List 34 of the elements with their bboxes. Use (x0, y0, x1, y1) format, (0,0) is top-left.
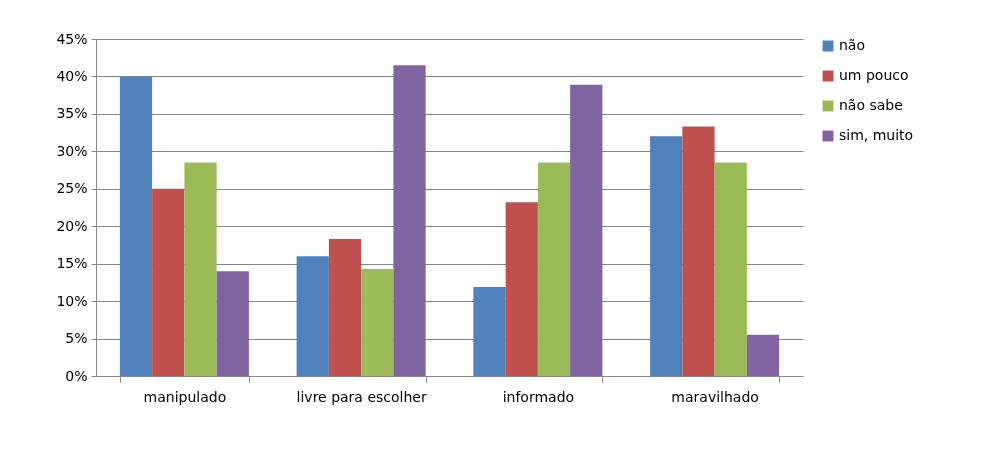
y-tick-label: 25% (56, 180, 88, 197)
bar (216, 271, 249, 376)
bar (473, 286, 506, 376)
bar (714, 162, 747, 376)
legend-label: um pouco (839, 67, 909, 83)
y-tick-label: 20% (56, 217, 88, 234)
bar (682, 126, 715, 376)
x-tick-label: livre para escolher (296, 388, 427, 405)
y-tick-label: 35% (56, 105, 88, 122)
y-tick-label: 15% (56, 255, 88, 272)
y-tick-label: 5% (65, 330, 88, 347)
x-tick-label: informado (502, 388, 575, 405)
legend-label: não sabe (839, 97, 903, 113)
y-tick-label: 40% (56, 67, 88, 84)
bar (537, 162, 571, 376)
bar (746, 334, 780, 376)
bar (152, 188, 185, 376)
x-tick-label: maravilhado (671, 388, 759, 405)
bar (296, 256, 329, 376)
bar (650, 136, 683, 376)
legend-label: sim, muito (839, 127, 914, 143)
y-tick-label: 30% (56, 142, 88, 159)
x-tick-label: manipulado (143, 388, 227, 405)
bar (119, 76, 153, 376)
bar (184, 162, 217, 376)
bar (505, 202, 538, 376)
legend-label: não (839, 37, 866, 53)
y-tick-label: 0% (65, 367, 88, 384)
bar (361, 268, 394, 376)
y-tick-label: 45% (56, 30, 88, 47)
y-tick-label: 10% (56, 292, 88, 309)
bar (328, 238, 362, 376)
bar (570, 84, 603, 376)
bar (393, 65, 426, 376)
